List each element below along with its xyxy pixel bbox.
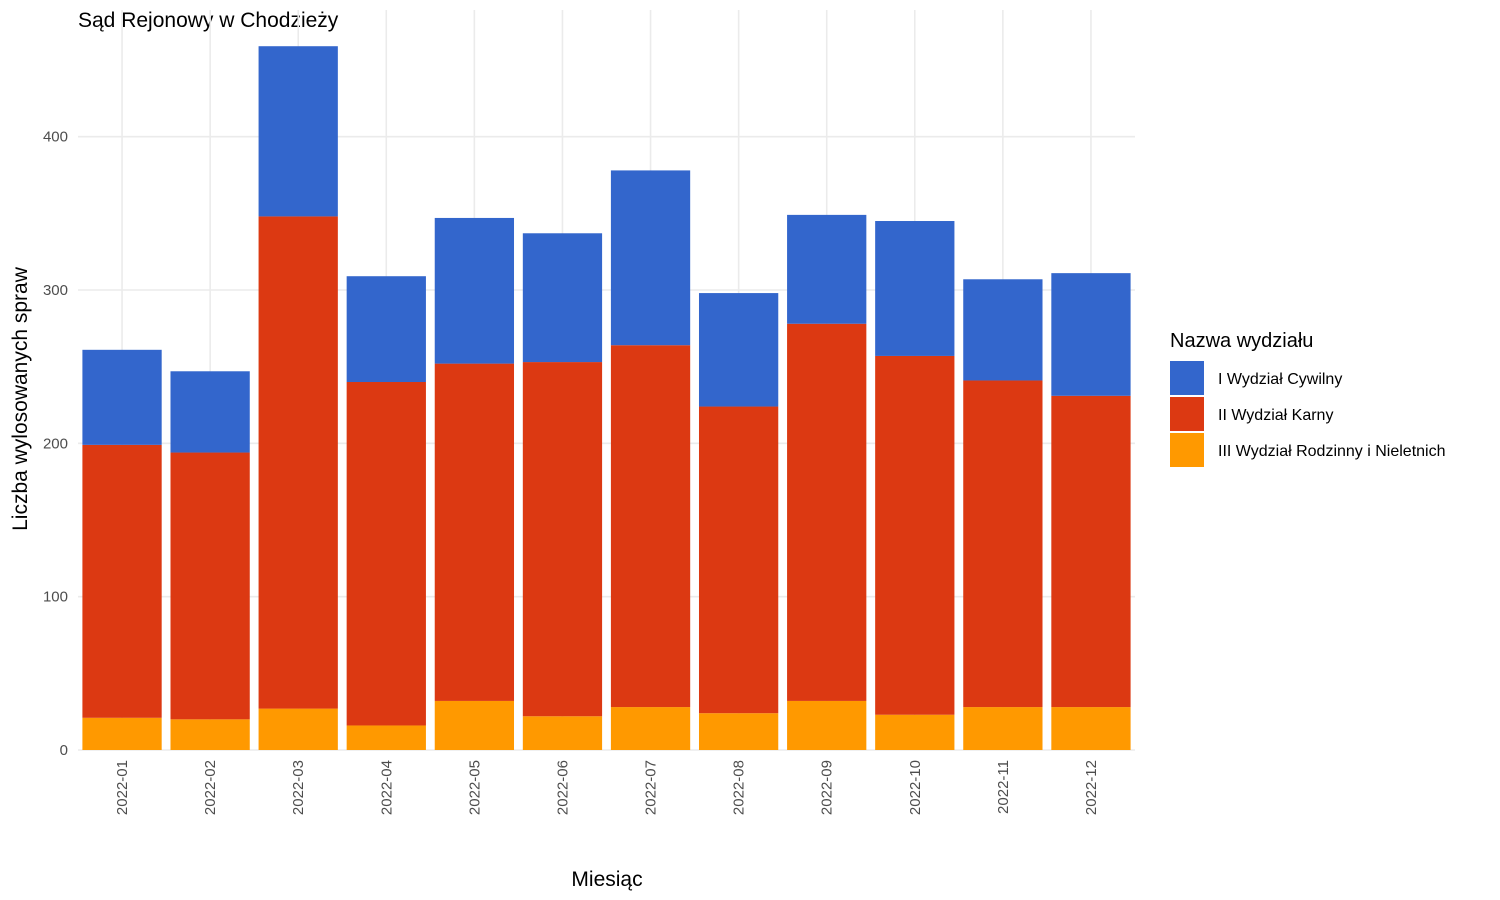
- x-tick-label: 2022-10: [907, 760, 924, 815]
- bar-segment: [258, 216, 338, 709]
- bar-segment: [258, 46, 338, 217]
- bar-segment: [963, 380, 1043, 708]
- x-axis-ticks: 2022-01 2022-02 2022-03 2022-04 2022-05 2022-…: [114, 760, 1100, 815]
- x-tick-label: 2022-12: [1083, 760, 1100, 815]
- bar-segment: [787, 214, 867, 324]
- legend-swatch: [1170, 397, 1204, 431]
- bars: [82, 46, 1131, 750]
- x-tick-label: 2022-02: [202, 760, 219, 815]
- bar-segment: [698, 406, 779, 714]
- bar-segment: [1051, 395, 1131, 708]
- legend-title: Nazwa wydziału: [1170, 330, 1313, 352]
- x-tick-label: 2022-06: [554, 760, 571, 815]
- bar-segment: [346, 382, 426, 726]
- bar-segment: [610, 170, 691, 346]
- y-tick-label: 300: [43, 282, 68, 299]
- bar-segment: [434, 363, 515, 701]
- bar-segment: [875, 221, 955, 356]
- y-tick-label: 0: [60, 742, 68, 759]
- bar-segment: [610, 707, 691, 750]
- x-tick-label: 2022-11: [995, 760, 1012, 814]
- bar-segment: [522, 233, 603, 363]
- bar-segment: [875, 714, 955, 750]
- bar-segment: [258, 708, 338, 750]
- y-axis-ticks: 0 100 200 300 400: [43, 129, 68, 759]
- legend: Nazwa wydziału I Wydział Cywilny II Wydzi…: [1170, 330, 1446, 467]
- bar-segment: [787, 323, 867, 701]
- x-tick-label: 2022-01: [114, 760, 131, 815]
- x-tick-label: 2022-03: [290, 760, 307, 815]
- x-tick-label: 2022-08: [731, 760, 748, 815]
- legend-label: I Wydział Cywilny: [1218, 371, 1342, 388]
- bar-segment: [522, 362, 603, 717]
- bar-segment: [82, 717, 162, 750]
- bar-segment: [522, 716, 603, 750]
- x-tick-label: 2022-09: [819, 760, 836, 815]
- x-tick-label: 2022-04: [378, 760, 395, 815]
- bar-segment: [82, 349, 162, 445]
- bar-segment: [963, 707, 1043, 750]
- bar-segment: [1051, 273, 1131, 396]
- bar-segment: [1051, 707, 1131, 750]
- bar-segment: [698, 713, 779, 750]
- y-tick-label: 100: [43, 589, 68, 606]
- bar-segment: [170, 452, 250, 720]
- bar-segment: [963, 279, 1043, 381]
- chart-title: Sąd Rejonowy w Chodzieży: [78, 9, 339, 32]
- bar-segment: [434, 700, 515, 750]
- bar-segment: [170, 719, 250, 750]
- x-tick-label: 2022-07: [643, 760, 660, 815]
- bar-segment: [346, 276, 426, 383]
- legend-swatch: [1170, 433, 1204, 467]
- bar-segment: [787, 700, 867, 750]
- bar-segment: [346, 725, 426, 750]
- bar-segment: [434, 217, 515, 364]
- x-axis-title: Miesiąc: [571, 868, 642, 891]
- y-tick-label: 200: [43, 435, 68, 452]
- x-tick-label: 2022-05: [466, 760, 483, 815]
- legend-swatch: [1170, 361, 1204, 395]
- bar-segment: [610, 345, 691, 708]
- bar-segment: [82, 444, 162, 718]
- bar-segment: [875, 355, 955, 715]
- legend-label: II Wydział Karny: [1218, 407, 1333, 424]
- legend-label: III Wydział Rodzinny i Nieletnich: [1218, 443, 1446, 460]
- y-axis-title: Liczba wylosowanych spraw: [9, 266, 32, 531]
- bar-segment: [170, 371, 250, 453]
- y-tick-label: 400: [43, 129, 68, 146]
- bar-segment: [698, 293, 779, 407]
